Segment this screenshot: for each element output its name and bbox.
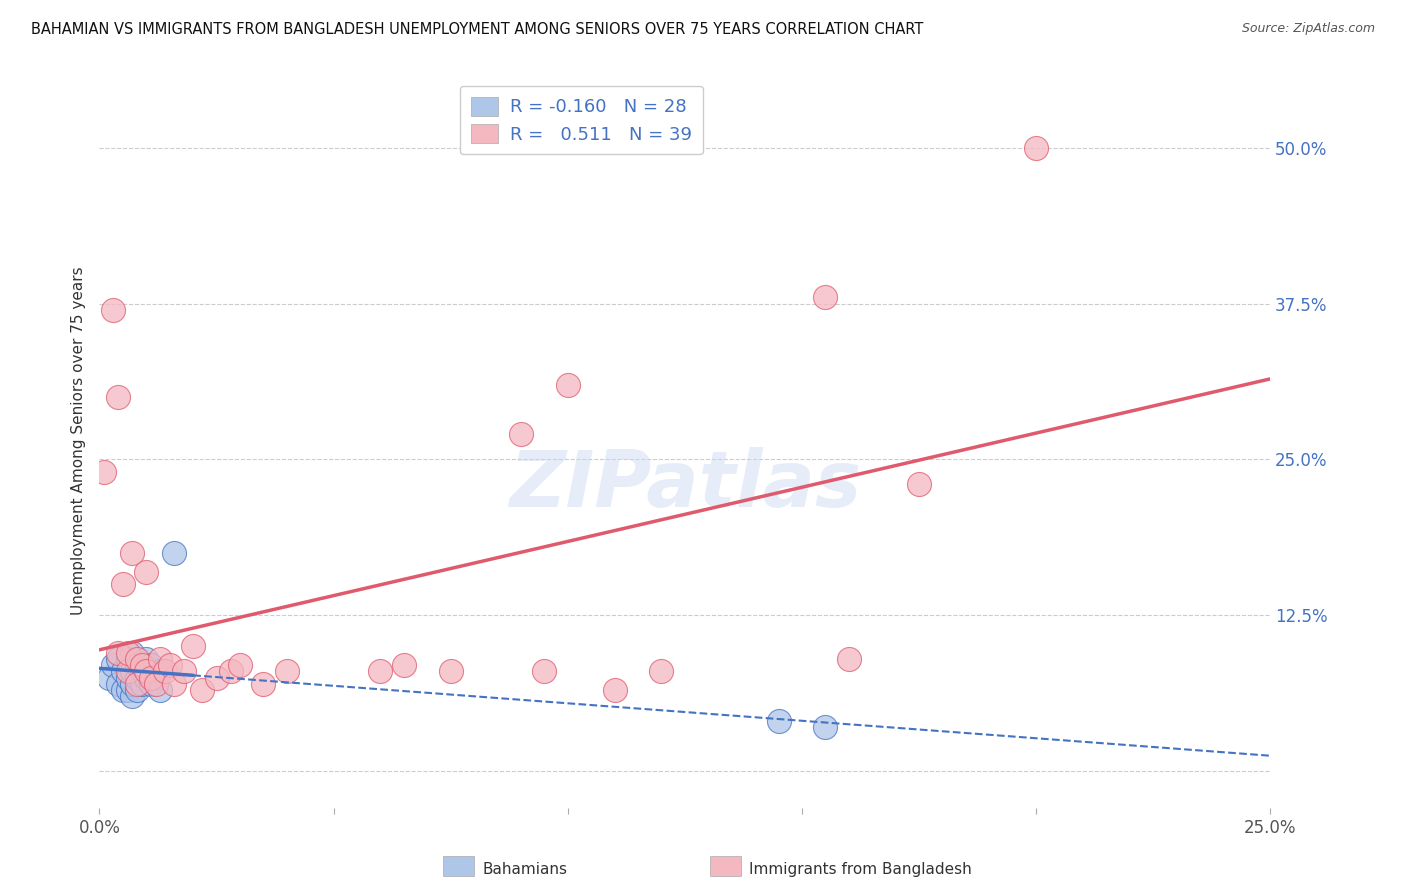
Point (163, 546, 186, 560)
Point (191, 683, 214, 698)
Y-axis label: Unemployment Among Seniors over 75 years: Unemployment Among Seniors over 75 years (72, 267, 86, 615)
Point (145, 677, 167, 691)
Point (153, 665, 176, 679)
Point (557, 377, 579, 392)
Point (131, 665, 153, 679)
Point (131, 677, 153, 691)
Point (149, 683, 172, 698)
Point (838, 652, 860, 666)
Point (103, 302, 125, 317)
Text: BAHAMIAN VS IMMIGRANTS FROM BANGLADESH UNEMPLOYMENT AMONG SENIORS OVER 75 YEARS : BAHAMIAN VS IMMIGRANTS FROM BANGLADESH U… (31, 22, 924, 37)
Point (149, 652, 172, 666)
Point (125, 683, 148, 698)
Point (121, 690, 143, 704)
Point (533, 665, 555, 679)
Point (93, 465, 115, 479)
Point (125, 677, 148, 691)
Point (117, 665, 139, 679)
Point (392, 658, 415, 673)
Point (229, 658, 252, 673)
Point (111, 683, 134, 698)
Point (107, 390, 129, 404)
Point (125, 671, 148, 685)
Point (650, 665, 672, 679)
Point (111, 665, 134, 679)
Legend: R = -0.160   N = 28, R =   0.511   N = 39: R = -0.160 N = 28, R = 0.511 N = 39 (460, 86, 703, 154)
Point (163, 677, 186, 691)
Point (121, 665, 143, 679)
Point (121, 677, 143, 691)
Text: ZIPatlas: ZIPatlas (509, 447, 860, 523)
Point (107, 652, 129, 666)
Point (370, 665, 392, 679)
Point (768, 714, 790, 729)
Point (159, 658, 181, 673)
Point (145, 671, 167, 685)
Point (219, 665, 242, 679)
Point (103, 658, 125, 673)
Point (135, 665, 157, 679)
Point (125, 652, 148, 666)
Point (181, 640, 204, 654)
Point (1025, 141, 1047, 155)
Point (97, 671, 120, 685)
Point (117, 683, 139, 698)
Text: Source: ZipAtlas.com: Source: ZipAtlas.com (1241, 22, 1375, 36)
Point (908, 477, 931, 491)
Point (117, 671, 139, 685)
Point (149, 665, 172, 679)
Point (139, 677, 162, 691)
Point (135, 565, 157, 579)
Point (814, 720, 837, 734)
Text: Bahamians: Bahamians (482, 863, 567, 877)
Point (139, 671, 162, 685)
Point (117, 652, 139, 666)
Point (135, 652, 157, 666)
Point (135, 671, 157, 685)
Point (125, 658, 148, 673)
Point (121, 646, 143, 660)
Point (276, 665, 298, 679)
Point (603, 683, 626, 698)
Point (139, 658, 162, 673)
Point (117, 646, 139, 660)
Point (173, 665, 195, 679)
Point (107, 677, 129, 691)
Point (510, 427, 533, 442)
Point (252, 677, 274, 691)
Point (131, 658, 153, 673)
Point (111, 577, 134, 591)
Point (121, 546, 143, 560)
Point (107, 646, 129, 660)
Point (440, 665, 463, 679)
Text: Immigrants from Bangladesh: Immigrants from Bangladesh (749, 863, 972, 877)
Point (814, 290, 837, 304)
Point (205, 671, 228, 685)
